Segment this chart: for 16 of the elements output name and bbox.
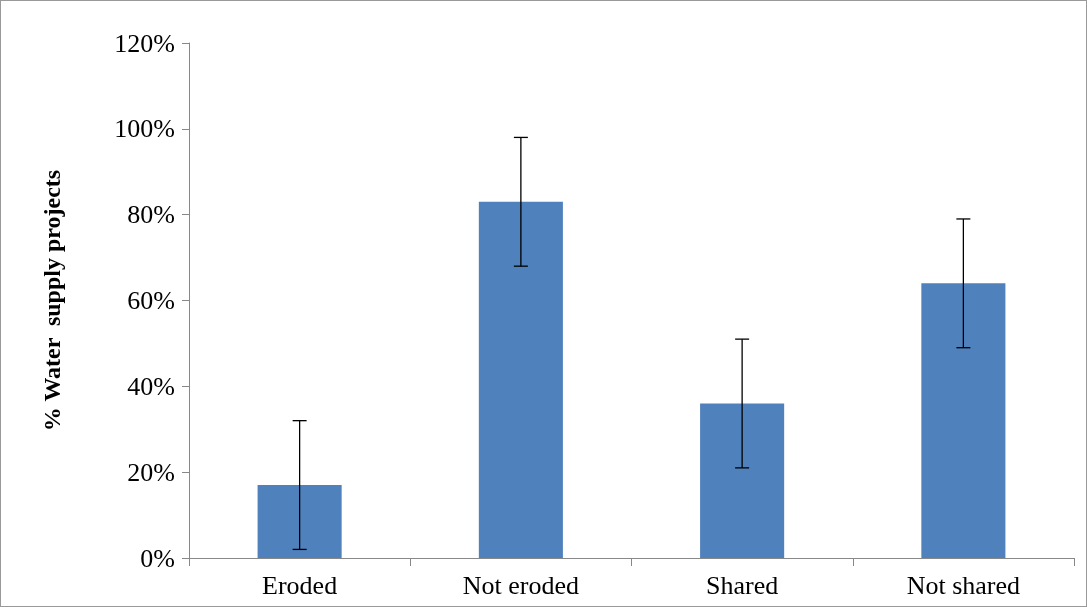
x-tick-label: Eroded [262, 570, 338, 600]
x-tick-label: Not eroded [462, 570, 579, 600]
y-tick-label: 60% [127, 286, 175, 315]
y-tick-label: 20% [127, 457, 175, 487]
y-tick-label: 40% [127, 371, 175, 401]
bar [257, 485, 342, 558]
y-tick-label: 80% [127, 200, 175, 230]
y-tick-label: 100% [114, 114, 175, 144]
y-tick-label: 0% [140, 543, 175, 573]
bar [700, 403, 785, 558]
y-tick-label: 120% [114, 28, 175, 58]
bar [478, 201, 563, 558]
x-tick-label: Not shared [906, 570, 1021, 600]
y-axis-title: % Water supply projects [39, 169, 65, 432]
x-tick-label: Shared [706, 570, 779, 600]
bar [921, 283, 1006, 558]
